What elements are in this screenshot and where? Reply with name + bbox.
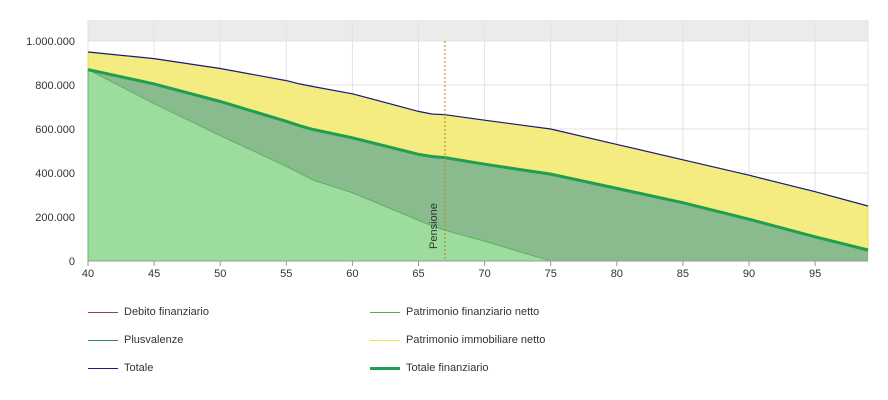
legend-swatch	[370, 366, 400, 370]
legend-swatch	[88, 311, 118, 313]
plot-header-band	[88, 20, 868, 41]
legend-item-plusvalenze[interactable]: Plusvalenze	[88, 334, 183, 346]
x-tick-label: 80	[611, 268, 623, 280]
legend-item-patrimonio-immobiliare-netto[interactable]: Patrimonio immobiliare netto	[370, 334, 545, 346]
line-totale-finanziario	[87, 68, 869, 252]
area-plusvalenze	[88, 69, 868, 261]
annotation-layer: Pensione	[428, 41, 446, 261]
legend-label: Patrimonio immobiliare netto	[406, 334, 546, 346]
x-tick-label: 75	[545, 268, 557, 280]
legend-swatch	[88, 339, 118, 341]
y-tick-label: 600.000	[35, 124, 75, 136]
axes: 40 45 50 55 60 65 70 75 80 85 90 95 0 200.000 400.000 6…	[26, 36, 868, 280]
y-tick-label: 0	[69, 256, 75, 268]
x-tick-label: 95	[809, 268, 821, 280]
legend-item-totale-finanziario[interactable]: Totale finanziario	[370, 362, 489, 374]
legend-label: Debito finanziario	[124, 306, 209, 318]
legend-label: Patrimonio finanziario netto	[406, 306, 540, 318]
legend-swatch	[370, 339, 400, 341]
areas	[87, 51, 869, 262]
legend-swatch	[88, 367, 118, 369]
legend-label: Plusvalenze	[124, 334, 184, 346]
x-tick-label: 60	[346, 268, 358, 280]
legend-item-debito-finanziario[interactable]: Debito finanziario	[88, 306, 209, 318]
y-tick-label: 800.000	[35, 80, 75, 92]
legend-label: Totale	[124, 362, 154, 374]
x-tick-label: 50	[214, 268, 226, 280]
legend-item-totale[interactable]: Totale	[88, 362, 153, 374]
y-tick-label: 200.000	[35, 212, 75, 224]
legend-item-patrimonio-finanziario-netto[interactable]: Patrimonio finanziario netto	[370, 306, 539, 318]
x-tick-label: 70	[478, 268, 490, 280]
x-tick-label: 55	[280, 268, 292, 280]
x-tick-label: 40	[82, 268, 94, 280]
pensione-marker-label: Pensione	[428, 203, 440, 249]
x-tick-label: 65	[412, 268, 424, 280]
legend-label: Totale finanziario	[406, 362, 489, 374]
line-totale	[87, 51, 869, 207]
legend-swatch	[370, 311, 400, 313]
y-tick-label: 1.000.000	[26, 36, 75, 48]
y-tick-label: 400.000	[35, 168, 75, 180]
x-tick-label: 85	[677, 268, 689, 280]
x-tick-label: 90	[743, 268, 755, 280]
x-tick-label: 45	[148, 268, 160, 280]
